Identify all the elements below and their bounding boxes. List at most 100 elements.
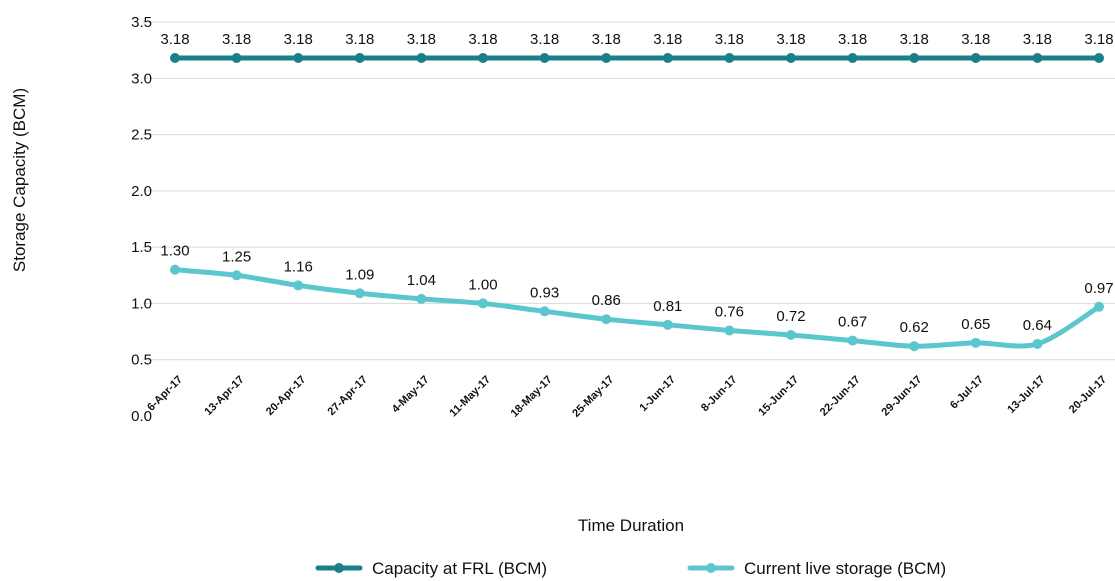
legend: Capacity at FRL (BCM) Current live storag… bbox=[315, 559, 946, 578]
series-1-point bbox=[847, 53, 858, 64]
series-1-point bbox=[724, 53, 735, 64]
data-label: 1.00 bbox=[468, 276, 497, 293]
data-label: 0.62 bbox=[900, 319, 929, 336]
series-2-point bbox=[786, 329, 796, 340]
legend-label: Current live storage (BCM) bbox=[744, 559, 946, 578]
series-2-point bbox=[662, 319, 673, 330]
legend-label: Capacity at FRL (BCM) bbox=[372, 559, 547, 578]
x-tick-label: 6-Apr-17 bbox=[145, 374, 185, 414]
data-label: 0.97 bbox=[1084, 280, 1113, 297]
data-label: 3.18 bbox=[530, 31, 559, 48]
data-label: 0.65 bbox=[961, 316, 990, 333]
series-2-point bbox=[601, 314, 612, 325]
series-2-point bbox=[354, 288, 365, 299]
series-1-point bbox=[539, 53, 550, 64]
x-tick-label: 22-Jun-17 bbox=[818, 374, 863, 419]
data-label: 3.18 bbox=[1023, 31, 1052, 48]
x-tick-label: 27-Apr-17 bbox=[326, 374, 370, 418]
data-label: 3.18 bbox=[776, 31, 805, 48]
series-2-point bbox=[478, 298, 488, 309]
y-axis-title: Storage Capacity (BCM) bbox=[10, 88, 29, 272]
data-label: 3.18 bbox=[653, 31, 682, 48]
gridlines bbox=[143, 21, 1115, 361]
series-2-point bbox=[847, 335, 858, 346]
data-label: 0.76 bbox=[715, 303, 744, 320]
data-label: 1.04 bbox=[407, 272, 436, 289]
data-label: 1.30 bbox=[160, 243, 189, 260]
series-1-point bbox=[601, 53, 612, 64]
x-tick-label: 25-May-17 bbox=[570, 374, 616, 420]
series-1-point bbox=[970, 53, 981, 64]
data-label: 3.18 bbox=[900, 31, 929, 48]
y-tick-label: 0.0 bbox=[131, 408, 152, 425]
series-1-point bbox=[1094, 53, 1104, 64]
x-tick-label: 6-Jul-17 bbox=[948, 374, 986, 412]
data-label: 3.18 bbox=[715, 31, 744, 48]
data-label: 0.86 bbox=[592, 292, 621, 309]
series-line-2 bbox=[172, 267, 1102, 349]
series-1-point bbox=[662, 53, 673, 64]
data-label: 3.18 bbox=[160, 31, 189, 48]
series-2-point bbox=[539, 306, 550, 317]
data-label: 0.67 bbox=[838, 314, 867, 331]
y-tick-label: 3.0 bbox=[131, 70, 152, 87]
data-label: 0.81 bbox=[653, 298, 682, 315]
x-tick-label: 15-Jun-17 bbox=[756, 374, 801, 419]
data-label: 3.18 bbox=[592, 31, 621, 48]
x-tick-label: 11-May-17 bbox=[447, 374, 493, 420]
x-tick-label: 8-Jun-17 bbox=[699, 374, 739, 414]
series-2-point bbox=[1094, 301, 1104, 312]
y-tick-label: 2.5 bbox=[131, 127, 152, 144]
data-labels: 3.18 3.18 3.18 3.18 3.18 3.18 3.18 3.18 3.18 3.18… bbox=[160, 31, 1113, 336]
series-2-point bbox=[231, 270, 242, 281]
y-tick-label: 1.0 bbox=[131, 295, 152, 312]
x-tick-label: 1-Jun-17 bbox=[637, 374, 677, 414]
series-1-point bbox=[170, 53, 180, 64]
series-1-point bbox=[1032, 53, 1043, 64]
data-label: 3.18 bbox=[345, 31, 374, 48]
data-label: 1.25 bbox=[222, 248, 251, 265]
series-2-point bbox=[970, 337, 981, 348]
data-label: 0.72 bbox=[776, 308, 805, 325]
data-label: 3.18 bbox=[407, 31, 436, 48]
x-tick-label: 13-Apr-17 bbox=[202, 374, 246, 418]
x-tick-label: 29-Jun-17 bbox=[880, 374, 925, 419]
series-1-point bbox=[354, 53, 365, 64]
series-1-point bbox=[416, 53, 427, 64]
data-label: 0.64 bbox=[1023, 317, 1052, 334]
x-axis: 6-Apr-17 13-Apr-17 20-Apr-17 27-Apr-17 4-May… bbox=[145, 374, 1109, 420]
series-layer bbox=[170, 53, 1104, 352]
series-2-point bbox=[1032, 338, 1043, 349]
series-1-point bbox=[231, 53, 242, 64]
series-2-point bbox=[416, 293, 427, 304]
data-label: 3.18 bbox=[468, 31, 497, 48]
data-label: 3.18 bbox=[838, 31, 867, 48]
x-tick-label: 20-Jul-17 bbox=[1067, 374, 1109, 416]
legend-marker bbox=[706, 563, 716, 573]
x-tick-label: 18-May-17 bbox=[509, 374, 555, 420]
data-label: 3.18 bbox=[961, 31, 990, 48]
series-1-point bbox=[909, 53, 920, 64]
y-tick-label: 0.5 bbox=[131, 352, 152, 369]
data-label: 3.18 bbox=[1084, 31, 1113, 48]
legend-marker bbox=[334, 563, 344, 573]
y-tick-label: 3.5 bbox=[131, 14, 152, 31]
series-1-point bbox=[786, 53, 796, 64]
x-tick-label: 13-Jul-17 bbox=[1005, 374, 1047, 416]
x-tick-label: 4-May-17 bbox=[390, 374, 432, 416]
series-1-point bbox=[293, 53, 304, 64]
y-tick-label: 2.0 bbox=[131, 183, 152, 200]
data-label: 0.93 bbox=[530, 284, 559, 301]
series-2-point bbox=[170, 264, 180, 275]
series-2-point bbox=[909, 341, 920, 352]
series-2-point bbox=[724, 325, 735, 336]
data-label: 3.18 bbox=[284, 31, 313, 48]
y-axis: 0.0 0.5 1.0 1.5 2.0 2.5 3.0 3.5 bbox=[131, 14, 152, 425]
data-label: 1.16 bbox=[284, 258, 313, 275]
x-tick-label: 20-Apr-17 bbox=[264, 374, 308, 418]
series-2-point bbox=[293, 280, 304, 291]
y-tick-label: 1.5 bbox=[131, 239, 152, 256]
data-label: 1.09 bbox=[345, 266, 374, 283]
